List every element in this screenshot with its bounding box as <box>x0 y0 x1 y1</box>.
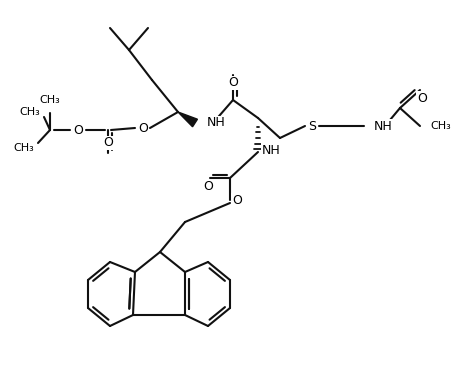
Text: O: O <box>138 121 148 135</box>
Text: NH: NH <box>262 144 281 156</box>
Text: CH₃: CH₃ <box>20 107 40 117</box>
Text: O: O <box>417 91 427 104</box>
Text: O: O <box>73 124 83 136</box>
Text: O: O <box>203 181 213 194</box>
Text: O: O <box>228 76 238 90</box>
Text: O: O <box>232 194 242 206</box>
Text: NH: NH <box>374 119 393 133</box>
Text: CH₃: CH₃ <box>40 95 60 105</box>
Polygon shape <box>178 112 197 127</box>
Text: O: O <box>103 136 113 150</box>
Text: CH₃: CH₃ <box>14 143 34 153</box>
Text: NH: NH <box>207 116 226 130</box>
Text: S: S <box>308 119 316 133</box>
Text: CH₃: CH₃ <box>430 121 451 131</box>
